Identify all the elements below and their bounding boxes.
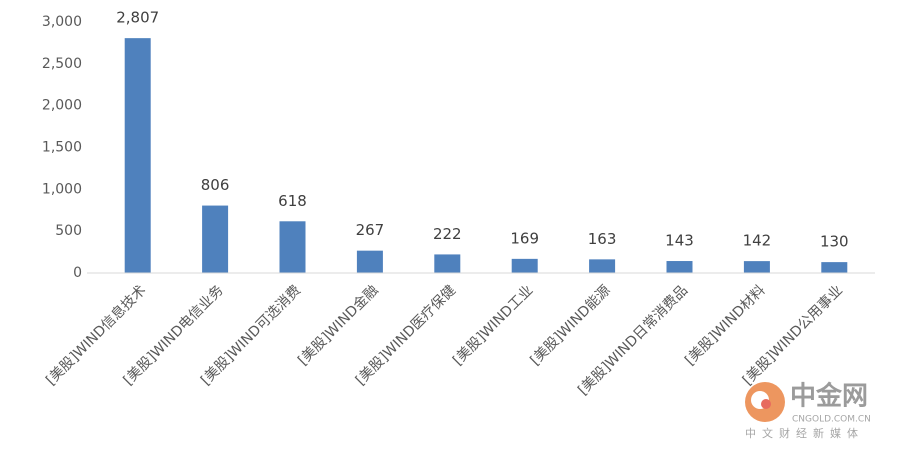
watermark: 中金网 CNGOLD.COM.CN 中文财经新媒体 — [745, 381, 871, 440]
x-tick-label: [美股]WIND能源 — [527, 282, 613, 368]
x-tick-label: [美股]WIND金融 — [295, 282, 381, 368]
watermark-brand: 中金网 — [790, 381, 868, 412]
watermark-domain: CNGOLD.COM.CN — [792, 415, 871, 425]
watermark-logo-dot — [761, 399, 771, 409]
bar — [511, 258, 538, 273]
y-tick-label: 3,000 — [42, 14, 82, 30]
bar — [356, 250, 383, 273]
bar — [821, 262, 848, 273]
bar — [434, 254, 461, 273]
x-tick-label: [美股]WIND工业 — [450, 282, 536, 368]
y-tick-label: 2,000 — [42, 98, 82, 114]
bar — [124, 38, 151, 273]
y-tick-label: 2,500 — [42, 56, 82, 72]
x-tick-label: [美股]WIND材料 — [682, 282, 768, 368]
bar — [279, 221, 306, 273]
value-label: 163 — [588, 230, 617, 248]
bar — [743, 261, 770, 273]
bar — [589, 259, 616, 273]
value-label: 267 — [356, 221, 385, 239]
bar — [202, 205, 229, 273]
y-tick-label: 0 — [73, 265, 82, 281]
value-label: 142 — [743, 232, 772, 250]
watermark-slogan: 中文财经新媒体 — [745, 426, 864, 440]
value-label: 806 — [201, 176, 230, 194]
value-label: 130 — [820, 233, 849, 251]
y-tick-label: 1,000 — [42, 181, 82, 197]
value-label: 2,807 — [116, 9, 159, 27]
value-label: 222 — [433, 225, 462, 243]
bar — [666, 261, 693, 273]
y-tick-label: 1,500 — [42, 140, 82, 156]
value-label: 618 — [278, 192, 307, 210]
value-label: 143 — [665, 232, 694, 250]
value-label: 169 — [510, 229, 539, 247]
y-tick-label: 500 — [55, 223, 82, 239]
